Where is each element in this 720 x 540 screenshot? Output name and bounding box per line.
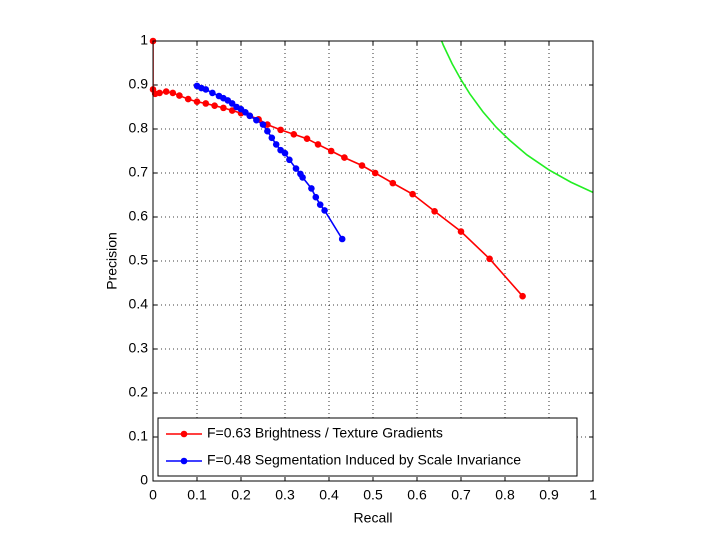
x-tick-label: 0.7	[451, 487, 471, 503]
x-tick-label: 0.2	[231, 487, 251, 503]
data-point	[264, 127, 271, 135]
legend-label: F=0.48 Segmentation Induced by Scale Inv…	[207, 452, 521, 468]
data-point	[308, 185, 315, 192]
legend-marker	[180, 430, 188, 438]
data-point	[246, 112, 254, 120]
data-point	[259, 121, 267, 128]
data-point	[290, 130, 298, 138]
data-point	[358, 162, 366, 169]
data-point	[184, 95, 192, 103]
x-tick-label: 0.6	[407, 487, 427, 503]
data-point	[341, 154, 348, 161]
data-point	[316, 201, 324, 208]
series-line	[440, 41, 593, 194]
y-tick-label: 0.2	[129, 384, 149, 400]
axes-box	[152, 40, 594, 482]
data-point	[338, 235, 346, 243]
x-tick-label: 0.8	[495, 487, 515, 503]
data-point	[286, 156, 293, 164]
x-tick-label: 0.4	[319, 487, 339, 503]
data-point	[176, 92, 183, 99]
data-point	[371, 169, 379, 177]
data-point	[220, 104, 227, 112]
data-point	[228, 100, 236, 107]
x-tick-label: 0.5	[363, 487, 383, 503]
y-tick-label: 0.4	[129, 296, 149, 312]
y-tick-label: 0.1	[129, 428, 149, 444]
data-point	[169, 89, 177, 97]
y-tick-label: 0.5	[129, 252, 149, 268]
data-point	[299, 174, 306, 181]
y-tick-label: 1	[140, 32, 148, 48]
y-tick-label: 0	[140, 472, 148, 488]
data-point	[209, 89, 216, 97]
data-point	[242, 108, 249, 116]
data-point	[486, 255, 493, 263]
data-point	[314, 141, 322, 148]
y-tick-label: 0.9	[129, 76, 149, 92]
data-point	[321, 207, 328, 214]
data-point	[312, 193, 320, 201]
data-point	[156, 89, 163, 97]
legend-marker	[180, 457, 188, 465]
data-point	[211, 102, 218, 109]
data-point	[519, 292, 526, 300]
x-axis-label: Recall	[354, 510, 393, 526]
data-point	[162, 88, 170, 95]
legend-label: F=0.63 Brightness / Texture Gradients	[207, 425, 443, 441]
data-point	[253, 116, 260, 124]
data-point	[202, 100, 210, 107]
data-point	[281, 149, 289, 157]
x-tick-label: 0.9	[539, 487, 559, 503]
data-point	[272, 141, 280, 148]
y-tick-label: 0.6	[129, 208, 149, 224]
x-tick-label: 0.1	[187, 487, 207, 503]
data-point	[193, 98, 201, 106]
data-point	[228, 107, 236, 114]
legend-box	[157, 417, 578, 477]
y-tick-label: 0.8	[129, 120, 149, 136]
data-point	[457, 228, 465, 235]
data-point	[292, 165, 300, 172]
y-axis-label: Precision	[104, 232, 120, 290]
x-tick-label: 0.3	[275, 487, 295, 503]
x-tick-label: 0	[149, 487, 157, 503]
data-point	[409, 190, 416, 198]
y-tick-label: 0.3	[129, 340, 149, 356]
data-point	[389, 179, 397, 187]
data-point	[327, 147, 335, 155]
data-point	[277, 126, 284, 134]
data-point	[431, 207, 438, 215]
y-tick-label: 0.7	[129, 164, 149, 180]
data-point	[268, 134, 276, 142]
x-tick-label: 1	[589, 487, 597, 503]
data-point	[303, 135, 311, 142]
data-point	[202, 86, 210, 93]
